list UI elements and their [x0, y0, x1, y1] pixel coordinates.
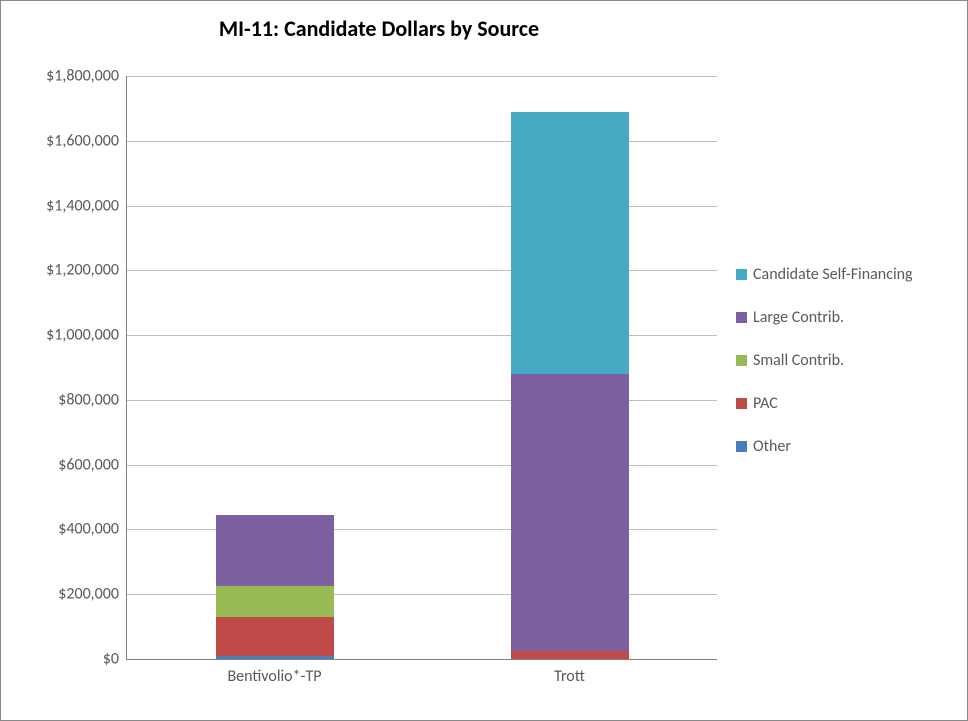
legend-item-pac: PAC: [736, 394, 961, 413]
y-tick-label: $400,000: [58, 520, 119, 539]
bar-segment-large: [511, 374, 629, 651]
legend-item-self: Candidate Self-Financing: [736, 265, 961, 284]
legend-swatch: [736, 312, 747, 323]
y-tick-label: $200,000: [58, 585, 119, 604]
legend: Candidate Self-Financing Large Contrib. Sm…: [736, 1, 961, 720]
legend-swatch: [736, 355, 747, 366]
plot-area: $0$200,000$400,000$600,000$800,000$1,000…: [126, 76, 717, 660]
legend-label: Small Contrib.: [753, 351, 844, 370]
legend-label: Other: [753, 437, 791, 456]
y-tick-label: $1,400,000: [46, 196, 119, 215]
y-tick-label: $1,600,000: [46, 131, 119, 150]
legend-label: Candidate Self-Financing: [753, 265, 913, 284]
y-tick-label: $1,200,000: [46, 261, 119, 280]
legend-item-large: Large Contrib.: [736, 308, 961, 327]
y-tick-label: $800,000: [58, 390, 119, 409]
y-tick-label: $0: [103, 650, 119, 669]
x-tick-label: Bentivolio*-TP: [227, 667, 321, 686]
chart-title: MI-11: Candidate Dollars by Source: [1, 15, 757, 42]
bar-segment-other: [216, 656, 334, 659]
bar-segment-large: [216, 515, 334, 586]
chart-container: MI-11: Candidate Dollars by Source $0$20…: [0, 0, 968, 721]
bar-segment-pac: [511, 651, 629, 659]
bar-segment-self: [511, 112, 629, 374]
y-tick-label: $1,000,000: [46, 326, 119, 345]
legend-item-small: Small Contrib.: [736, 351, 961, 370]
y-tick-label: $600,000: [58, 455, 119, 474]
legend-swatch: [736, 398, 747, 409]
legend-item-other: Other: [736, 437, 961, 456]
legend-swatch: [736, 441, 747, 452]
y-tick-label: $1,800,000: [46, 67, 119, 86]
bar-segment-small: [216, 586, 334, 617]
bar: [216, 76, 334, 659]
legend-label: Large Contrib.: [753, 308, 844, 327]
bar: [511, 76, 629, 659]
legend-label: PAC: [753, 394, 778, 413]
legend-swatch: [736, 269, 747, 280]
x-tick-label: Trott: [554, 667, 585, 686]
bar-segment-pac: [216, 617, 334, 656]
